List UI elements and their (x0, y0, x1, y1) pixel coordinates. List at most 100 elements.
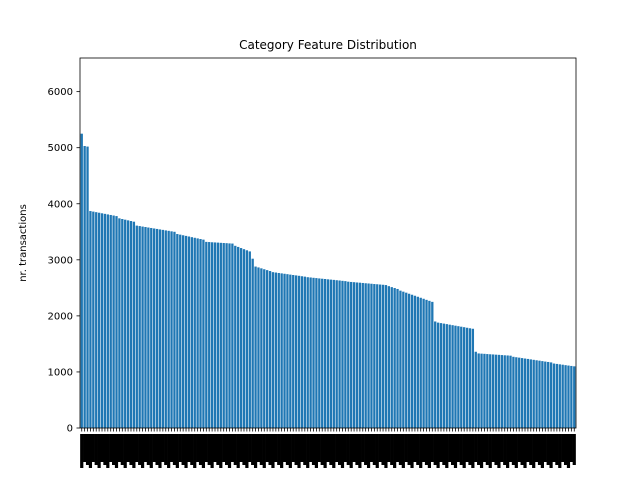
x-tick-label (149, 434, 153, 468)
bar (419, 297, 422, 428)
x-tick-label (193, 434, 197, 468)
bar (355, 282, 359, 428)
x-tick-label (100, 434, 104, 462)
x-tick-label (207, 434, 211, 465)
bar (364, 283, 367, 428)
x-tick-label (459, 434, 463, 465)
bar (164, 230, 167, 428)
x-tick-label (329, 434, 333, 465)
x-tick-label (343, 434, 347, 462)
x-tick-label (558, 434, 562, 468)
x-tick-label (178, 434, 182, 462)
x-tick-label (85, 434, 90, 465)
bar (167, 230, 170, 428)
x-tick-label (323, 434, 327, 468)
bar (396, 288, 399, 428)
x-tick-label (552, 434, 556, 462)
bar (303, 276, 306, 428)
bar (451, 325, 454, 428)
x-tick-label (213, 434, 217, 462)
bar (544, 361, 547, 428)
x-tick-label (161, 434, 165, 462)
bar (199, 239, 202, 428)
bar (266, 270, 269, 428)
x-tick-label (88, 434, 93, 468)
bar (552, 363, 556, 428)
bar (106, 214, 109, 428)
bar (153, 228, 156, 428)
bar (297, 275, 301, 428)
bar (500, 355, 503, 428)
chart-title: Category Feature Distribution (239, 38, 417, 52)
x-tick-label (346, 434, 350, 465)
bar (367, 283, 370, 428)
x-tick-label (427, 434, 431, 468)
bar (538, 360, 541, 428)
x-tick-label (506, 434, 510, 468)
bar (341, 280, 344, 428)
x-tick-label (225, 434, 229, 465)
x-tick-label (184, 434, 188, 468)
x-tick-label (219, 434, 223, 468)
bar (190, 237, 193, 428)
bar (335, 280, 338, 428)
y-tick-label: 4000 (48, 199, 73, 210)
bar (80, 133, 83, 428)
x-tick-label (436, 434, 440, 468)
bar (268, 271, 272, 428)
x-tick-label (80, 434, 84, 468)
bar (526, 358, 530, 428)
x-tick-label (300, 434, 304, 462)
bar (381, 284, 385, 428)
x-tick-label (169, 434, 174, 462)
bar (254, 266, 257, 428)
x-tick-label (398, 434, 403, 465)
bar (471, 328, 475, 428)
y-tick-label: 3000 (48, 255, 73, 266)
x-tick-label (340, 434, 345, 468)
x-tick-label (109, 434, 113, 462)
bar (370, 283, 373, 428)
x-tick-label (314, 434, 319, 468)
bar (506, 355, 509, 428)
bar (263, 269, 266, 428)
x-tick-label (326, 434, 330, 462)
x-tick-label (390, 434, 394, 465)
bar (465, 327, 469, 428)
x-tick-label (477, 434, 481, 465)
bar (564, 365, 567, 428)
x-tick-label (135, 434, 139, 462)
bar (332, 279, 335, 428)
bar (520, 358, 524, 428)
bar (529, 359, 532, 428)
bar (306, 277, 309, 428)
x-tick-label (540, 434, 544, 468)
x-tick-label (181, 434, 185, 465)
x-tick-label (291, 434, 295, 462)
y-tick-label: 1000 (48, 367, 73, 378)
bar (184, 235, 188, 428)
bar (118, 218, 121, 428)
x-tick-label (320, 434, 324, 465)
x-tick-label (222, 434, 226, 462)
x-tick-label (297, 434, 301, 468)
x-tick-label (172, 434, 177, 465)
x-tick-label (143, 434, 148, 462)
bar (315, 278, 318, 428)
x-tick-label (158, 434, 162, 468)
x-tick-label (332, 434, 336, 468)
bar (436, 322, 440, 428)
bar (474, 351, 477, 428)
x-tick-label (245, 434, 249, 468)
x-tick-label (175, 434, 179, 468)
bar (350, 281, 353, 428)
bar (121, 219, 124, 428)
bar (124, 219, 127, 428)
x-tick-label (230, 434, 234, 462)
x-tick-label (337, 434, 342, 465)
bar (126, 220, 130, 428)
x-tick-label (375, 434, 379, 468)
x-tick-label (456, 434, 460, 462)
x-tick-label (120, 434, 124, 465)
x-tick-label (196, 434, 200, 462)
